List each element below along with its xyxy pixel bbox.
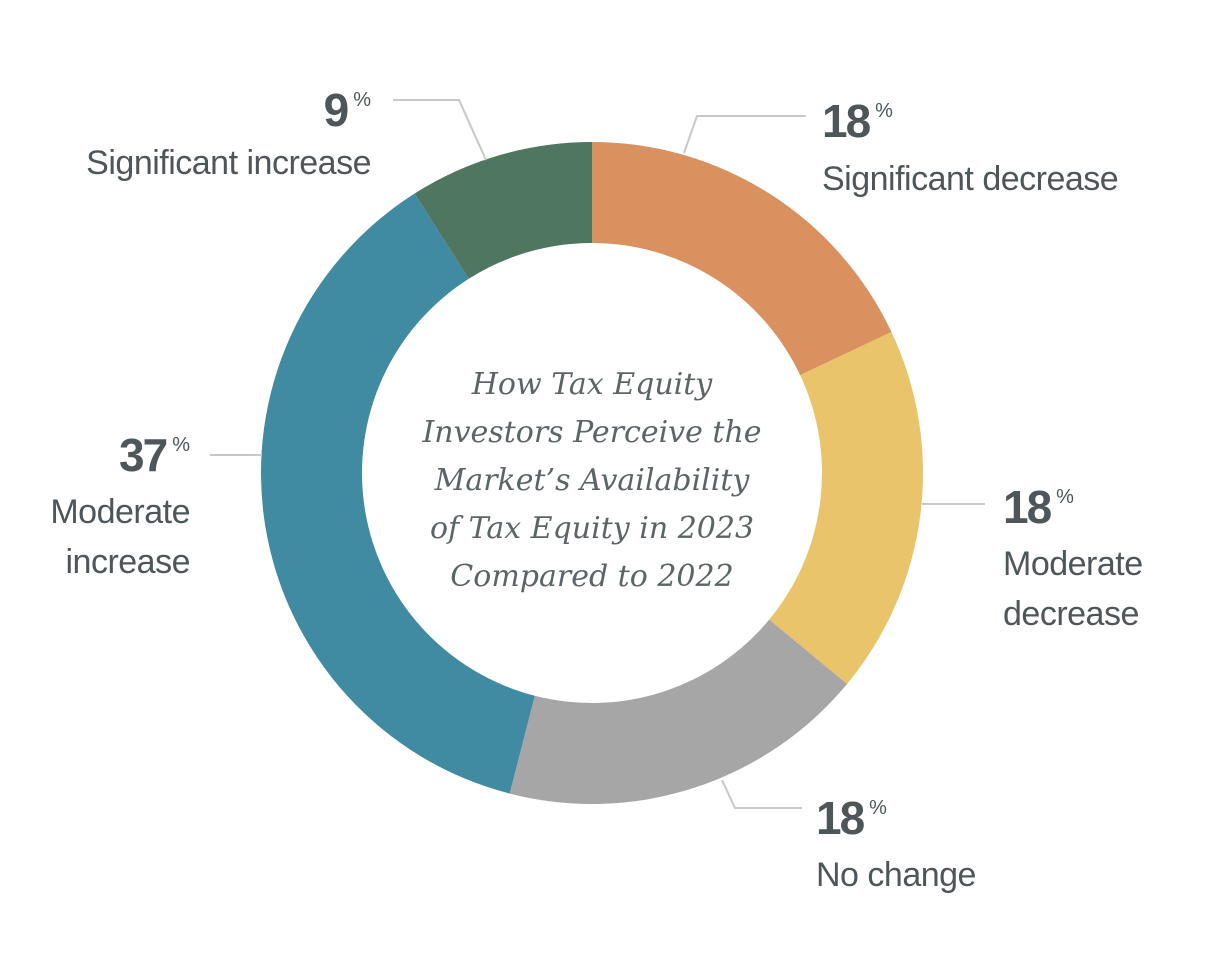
percent-sign: % (172, 434, 190, 456)
value-label-moderate-decrease: 18% (1003, 481, 1074, 533)
category-label-line: Moderate (1003, 545, 1143, 583)
category-label-line: increase (65, 543, 190, 581)
category-label-moderate-decrease: Moderate decrease (1003, 545, 1143, 633)
value-label-no-change: 18% (816, 792, 887, 844)
category-label-significant-decrease: Significant decrease (822, 160, 1118, 198)
value-number: 18 (822, 95, 871, 147)
category-label-line: Significant increase (86, 144, 371, 182)
chart-title-line: of Tax Equity in 2023 (430, 511, 754, 546)
value-number: 18 (816, 792, 865, 844)
chart-title-line: How Tax Equity (471, 367, 714, 402)
slice-moderate-decrease (769, 332, 923, 684)
slice-moderate-increase (261, 193, 535, 794)
labels-layer: 18 % Significant decrease 18 % Moderate decrea… (50, 84, 1143, 894)
category-label-line: Moderate (50, 493, 190, 531)
category-label-moderate-increase: Moderate increase (50, 493, 190, 581)
slice-significant-decrease (592, 142, 892, 376)
percent-sign: % (353, 89, 371, 111)
chart-title-line: Compared to 2022 (450, 559, 733, 594)
percent-sign: % (875, 100, 893, 122)
value-number: 37 (119, 429, 167, 481)
value-label-significant-decrease: 18% (822, 95, 893, 147)
chart-title: How Tax Equity Investors Perceive the Mark… (421, 367, 761, 594)
leader-line-significant-decrease (683, 115, 806, 154)
leader-line-significant-increase (393, 99, 487, 161)
category-label-line: Significant decrease (822, 160, 1118, 198)
value-label-significant-increase: 9% (324, 84, 372, 136)
category-label-significant-increase: Significant increase (86, 144, 371, 182)
slice-significant-increase (414, 142, 592, 279)
leader-line-no-change (721, 779, 802, 809)
category-label-no-change: No change (816, 856, 976, 894)
slices-layer (261, 142, 923, 804)
leader-lines-layer (210, 99, 985, 809)
chart-title-line: Market’s Availability (434, 463, 751, 498)
percent-sign: % (869, 797, 887, 819)
category-label-line: No change (816, 856, 976, 894)
chart-title-line: Investors Perceive the (421, 415, 761, 450)
value-label-moderate-increase: 37% (119, 429, 190, 481)
value-number: 9 (324, 84, 348, 136)
value-number: 18 (1003, 481, 1052, 533)
category-label-line: decrease (1003, 595, 1139, 633)
percent-sign: % (1056, 486, 1074, 508)
slice-no-change (509, 619, 848, 804)
